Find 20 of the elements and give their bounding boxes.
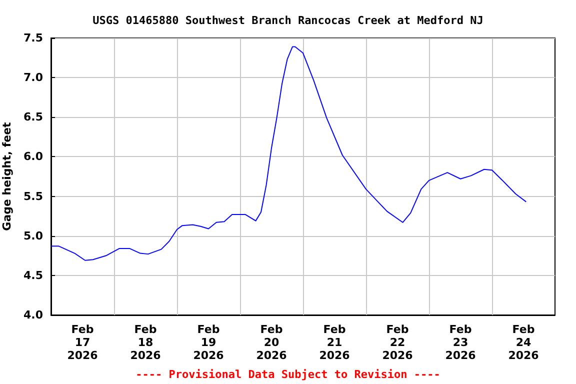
y-tick-label: 4.5 — [24, 268, 43, 282]
y-tick-label: 5.5 — [24, 190, 43, 203]
chart-title: USGS 01465880 Southwest Branch Rancocas Creek at Medford NJ — [92, 14, 484, 27]
y-tick-label: 7.5 — [24, 32, 43, 44]
y-tick-label: 7.0 — [24, 71, 44, 84]
x-tick-label: Feb 19 2026 — [193, 323, 224, 362]
y-tick-label: 6.5 — [24, 110, 43, 124]
x-tick-label: Feb 18 2026 — [130, 323, 162, 362]
text: ---- Provisional Data Subject to Revision ---- — [136, 368, 440, 381]
x-tick-label: Feb 23 2026 — [445, 323, 476, 362]
x-tick-label: Feb 24 2026 — [508, 323, 540, 362]
x-tick-label: Feb 21 2026 — [319, 323, 350, 362]
y-tick-label: 6.0 — [24, 150, 44, 164]
x-tick-label: Feb 22 2026 — [382, 323, 414, 362]
x-tick-label: Feb 17 2026 — [67, 323, 98, 362]
x-tick-label: Feb 20 2026 — [256, 323, 288, 362]
line-series — [50, 46, 527, 261]
y-axis-title: Gage height, feet — [0, 122, 14, 231]
y-tick-label: 5.0 — [24, 229, 44, 242]
y-tick-label: 4.0 — [24, 308, 44, 322]
